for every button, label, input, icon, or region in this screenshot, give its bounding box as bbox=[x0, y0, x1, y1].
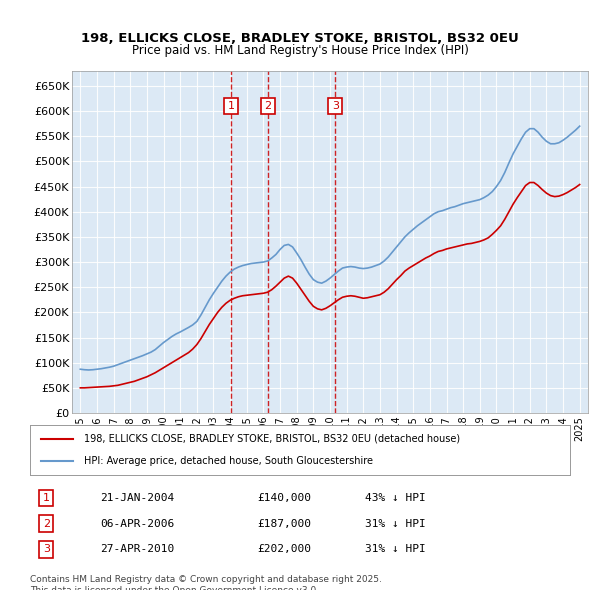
Text: HPI: Average price, detached house, South Gloucestershire: HPI: Average price, detached house, Sout… bbox=[84, 456, 373, 466]
Text: 1: 1 bbox=[43, 493, 50, 503]
Text: £140,000: £140,000 bbox=[257, 493, 311, 503]
Text: £202,000: £202,000 bbox=[257, 545, 311, 554]
Text: 3: 3 bbox=[332, 101, 339, 111]
Text: 2: 2 bbox=[43, 519, 50, 529]
Text: Contains HM Land Registry data © Crown copyright and database right 2025.
This d: Contains HM Land Registry data © Crown c… bbox=[30, 575, 382, 590]
Text: 31% ↓ HPI: 31% ↓ HPI bbox=[365, 519, 425, 529]
Text: 2: 2 bbox=[265, 101, 271, 111]
Text: 198, ELLICKS CLOSE, BRADLEY STOKE, BRISTOL, BS32 0EU (detached house): 198, ELLICKS CLOSE, BRADLEY STOKE, BRIST… bbox=[84, 434, 460, 444]
Text: 27-APR-2010: 27-APR-2010 bbox=[100, 545, 175, 554]
Text: Price paid vs. HM Land Registry's House Price Index (HPI): Price paid vs. HM Land Registry's House … bbox=[131, 44, 469, 57]
Text: £187,000: £187,000 bbox=[257, 519, 311, 529]
Text: 31% ↓ HPI: 31% ↓ HPI bbox=[365, 545, 425, 554]
Text: 3: 3 bbox=[43, 545, 50, 554]
Text: 06-APR-2006: 06-APR-2006 bbox=[100, 519, 175, 529]
Text: 1: 1 bbox=[227, 101, 235, 111]
Text: 21-JAN-2004: 21-JAN-2004 bbox=[100, 493, 175, 503]
Text: 43% ↓ HPI: 43% ↓ HPI bbox=[365, 493, 425, 503]
Text: 198, ELLICKS CLOSE, BRADLEY STOKE, BRISTOL, BS32 0EU: 198, ELLICKS CLOSE, BRADLEY STOKE, BRIST… bbox=[81, 32, 519, 45]
